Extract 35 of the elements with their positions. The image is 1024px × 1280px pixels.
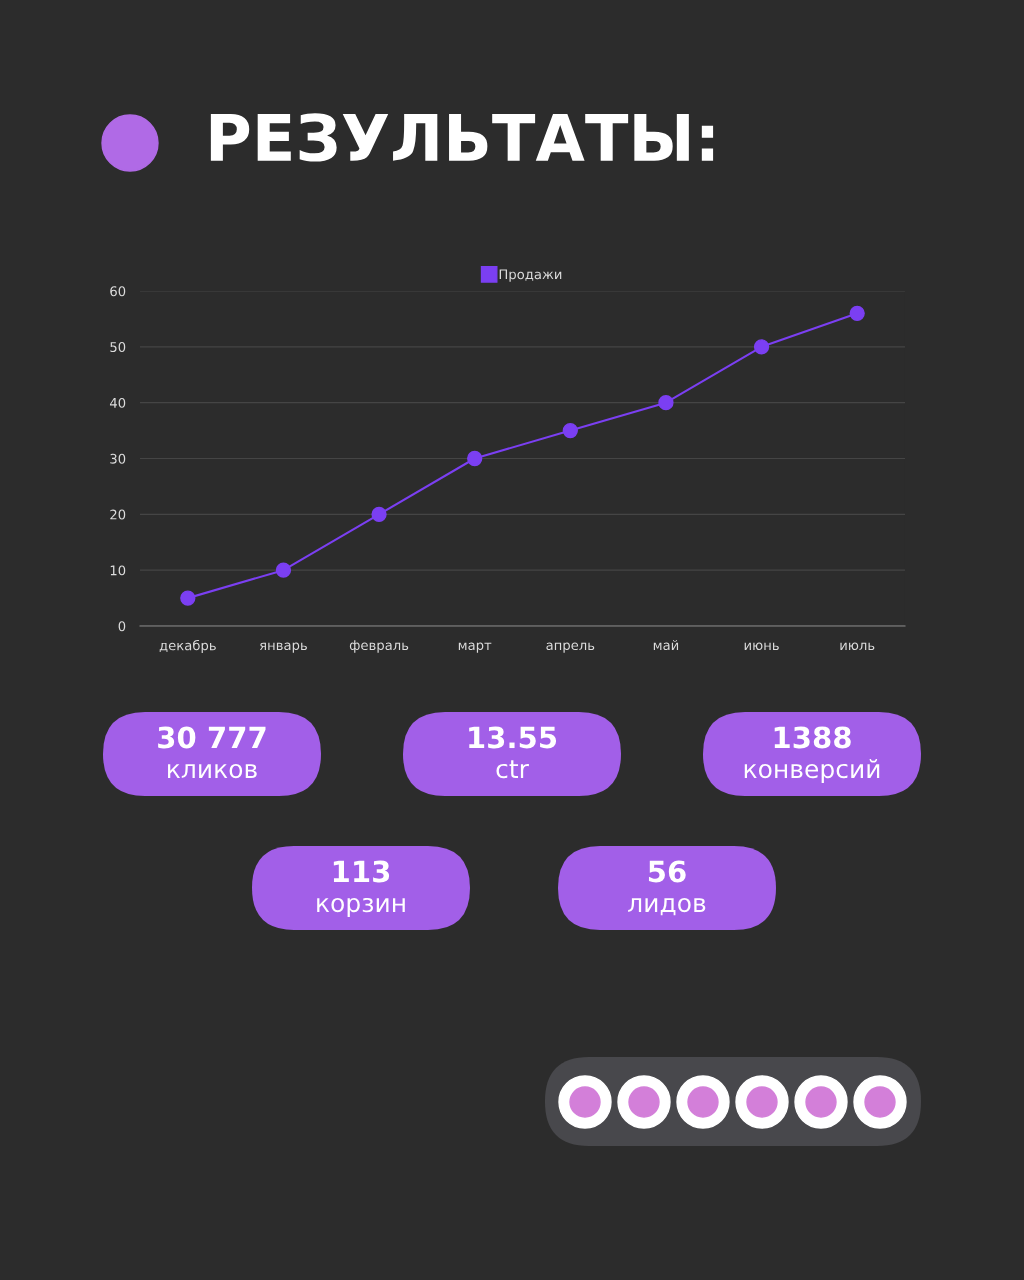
point [849, 305, 865, 321]
x-tick-label: май [653, 639, 679, 651]
x-tick-label: март [458, 642, 492, 653]
x-tick-label: февраль [349, 640, 409, 653]
point [658, 395, 674, 411]
y-tick-label: 20 [110, 509, 126, 520]
point [180, 590, 196, 606]
x-tick-label: апрель [546, 642, 595, 653]
text: кликов [168, 763, 257, 779]
y-tick-label: 30 [110, 453, 126, 464]
point [467, 450, 483, 467]
point [371, 506, 387, 522]
y-tick-label: 40 [109, 397, 126, 408]
point [275, 562, 292, 578]
text: лидов [628, 897, 706, 916]
text: ctr [496, 760, 529, 779]
point [562, 422, 578, 439]
y-tick-label: 60 [110, 286, 126, 297]
x-tick-label: июль [840, 642, 875, 651]
x-tick-label: июнь [744, 642, 779, 651]
x-tick-label: январь [259, 642, 307, 653]
legend-label: Продажи [499, 269, 562, 282]
text: 30 777 [158, 726, 266, 749]
text: 1388 [774, 726, 851, 749]
chart-title: РЕЗУЛЬТАТЫ: [210, 113, 714, 162]
y-tick-label: 10 [110, 565, 126, 576]
x-tick-label: декабрь [159, 639, 216, 653]
text: корзин [317, 897, 405, 918]
y-tick-label: 50 [110, 342, 126, 353]
text: 13.55 [469, 726, 557, 749]
point [753, 339, 770, 355]
text: конверсий [744, 759, 880, 784]
y-tick-label: 0 [118, 621, 126, 632]
text: 56 [648, 860, 686, 883]
text: 113 [333, 860, 390, 883]
